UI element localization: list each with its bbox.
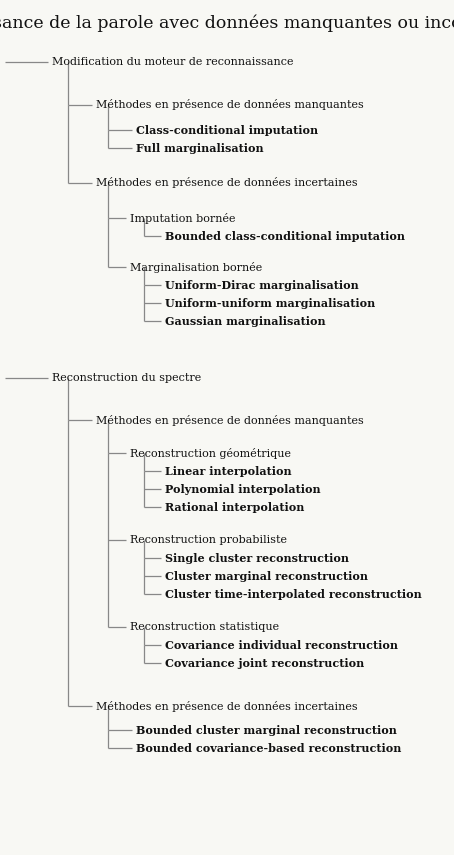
Text: sance de la parole avec données manquantes ou inco: sance de la parole avec données manquant… <box>0 14 454 32</box>
Text: Modification du moteur de reconnaissance: Modification du moteur de reconnaissance <box>52 57 293 67</box>
Text: Reconstruction probabiliste: Reconstruction probabiliste <box>130 535 287 545</box>
Text: Reconstruction statistique: Reconstruction statistique <box>130 622 279 632</box>
Text: Full marginalisation: Full marginalisation <box>136 143 264 154</box>
Text: Uniform-uniform marginalisation: Uniform-uniform marginalisation <box>165 298 375 309</box>
Text: Cluster marginal reconstruction: Cluster marginal reconstruction <box>165 570 368 581</box>
Text: Gaussian marginalisation: Gaussian marginalisation <box>165 315 326 327</box>
Text: Single cluster reconstruction: Single cluster reconstruction <box>165 552 349 563</box>
Text: Bounded covariance-based reconstruction: Bounded covariance-based reconstruction <box>136 742 401 753</box>
Text: Méthodes en présence de données incertaines: Méthodes en présence de données incertai… <box>96 700 358 711</box>
Text: Bounded class-conditional imputation: Bounded class-conditional imputation <box>165 231 405 241</box>
Text: Linear interpolation: Linear interpolation <box>165 465 291 476</box>
Text: Méthodes en présence de données manquantes: Méthodes en présence de données manquant… <box>96 99 364 110</box>
Text: Rational interpolation: Rational interpolation <box>165 502 304 512</box>
Text: Covariance individual reconstruction: Covariance individual reconstruction <box>165 640 398 651</box>
Text: Uniform-Dirac marginalisation: Uniform-Dirac marginalisation <box>165 280 359 291</box>
Text: Cluster time-interpolated reconstruction: Cluster time-interpolated reconstruction <box>165 588 422 599</box>
Text: Marginalisation bornée: Marginalisation bornée <box>130 262 262 273</box>
Text: Reconstruction du spectre: Reconstruction du spectre <box>52 373 201 383</box>
Text: Class-conditional imputation: Class-conditional imputation <box>136 125 318 135</box>
Text: Bounded cluster marginal reconstruction: Bounded cluster marginal reconstruction <box>136 724 397 735</box>
Text: Reconstruction géométrique: Reconstruction géométrique <box>130 447 291 458</box>
Text: Méthodes en présence de données incertaines: Méthodes en présence de données incertai… <box>96 178 358 188</box>
Text: Polynomial interpolation: Polynomial interpolation <box>165 483 321 494</box>
Text: Méthodes en présence de données manquantes: Méthodes en présence de données manquant… <box>96 415 364 426</box>
Text: Covariance joint reconstruction: Covariance joint reconstruction <box>165 657 364 669</box>
Text: Imputation bornée: Imputation bornée <box>130 213 236 223</box>
